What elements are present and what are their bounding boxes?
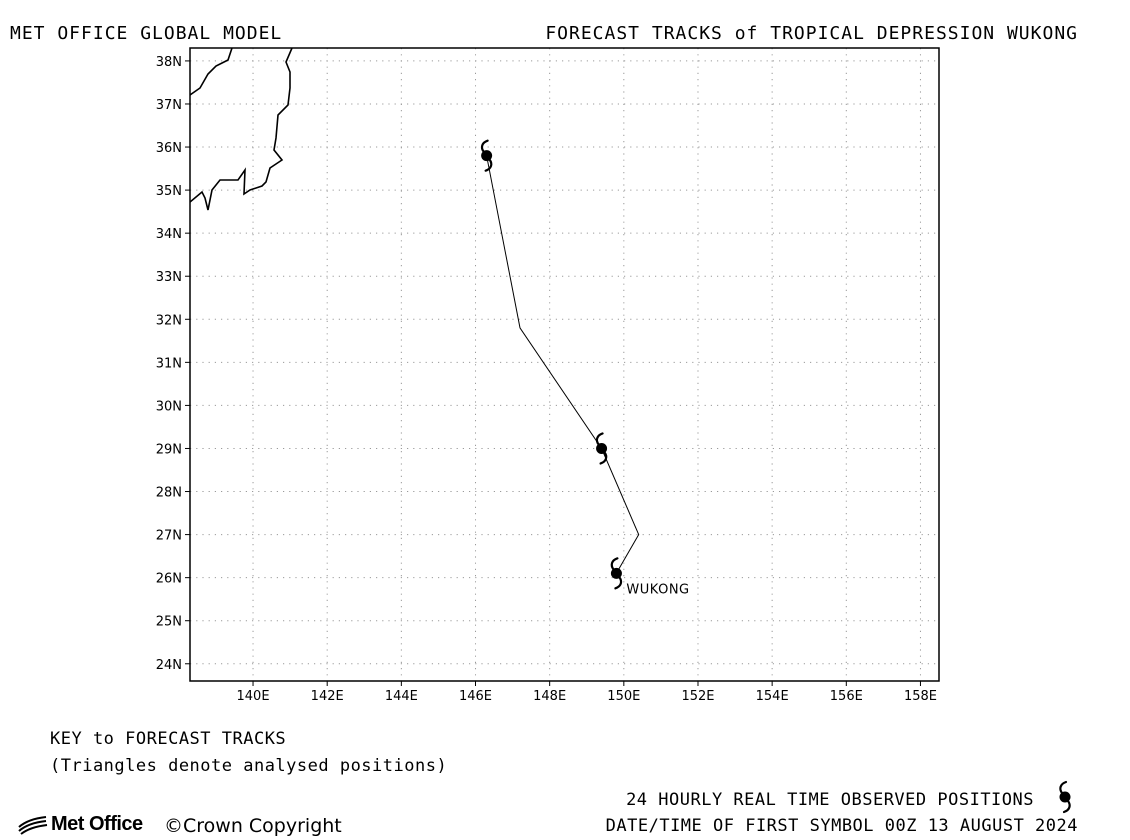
lat-tick-label: 37N xyxy=(156,98,182,113)
met-office-logo-text: Met Office xyxy=(51,813,143,835)
lon-tick-label: 158E xyxy=(904,689,937,700)
copyright-symbol: © xyxy=(164,815,183,837)
lon-tick-label: 142E xyxy=(311,689,344,700)
tropical-cyclone-icon xyxy=(480,139,493,172)
key-note: (Triangles denote analysed positions) xyxy=(50,756,448,776)
copyright: ©Crown Copyright xyxy=(164,815,342,837)
map-axes: 140E 142E 144E 146E 148E 150E 152E 154E 156E 158E… xyxy=(156,55,937,700)
lon-tick-label: 150E xyxy=(607,689,640,700)
lat-tick-label: 30N xyxy=(156,399,182,414)
forecast-track-line xyxy=(486,155,640,574)
lat-tick-label: 38N xyxy=(156,55,182,70)
lon-tick-label: 148E xyxy=(533,689,566,700)
lon-tick-label: 152E xyxy=(681,689,714,700)
lon-tick-label: 156E xyxy=(830,689,863,700)
japan-coastline-icon xyxy=(190,48,293,211)
first-symbol-datetime: DATE/TIME OF FIRST SYMBOL 00Z 13 AUGUST … xyxy=(605,816,1078,836)
lat-tick-label: 28N xyxy=(156,486,182,501)
copyright-text: Crown Copyright xyxy=(183,815,342,837)
header-right-title: FORECAST TRACKS of TROPICAL DEPRESSION W… xyxy=(545,23,1078,44)
tropical-cyclone-icon xyxy=(595,432,608,465)
lat-tick-label: 31N xyxy=(156,356,182,371)
lat-tick-label: 36N xyxy=(156,141,182,156)
met-office-swirl-icon xyxy=(18,815,48,835)
lat-tick-label: 34N xyxy=(156,227,182,242)
lat-tick-label: 32N xyxy=(156,313,182,328)
map-frame xyxy=(189,47,940,682)
lon-tick-label: 154E xyxy=(756,689,789,700)
lat-tick-label: 27N xyxy=(156,529,182,544)
lon-tick-label: 140E xyxy=(237,689,270,700)
key-title: KEY to FORECAST TRACKS xyxy=(50,729,287,749)
lat-tick-label: 29N xyxy=(156,442,182,457)
met-office-logo: Met Office xyxy=(18,813,143,836)
observed-positions-label: 24 HOURLY REAL TIME OBSERVED POSITIONS xyxy=(626,790,1034,810)
tropical-cyclone-icon xyxy=(1059,780,1071,814)
lat-tick-label: 25N xyxy=(156,615,182,630)
header-left-title: MET OFFICE GLOBAL MODEL xyxy=(10,23,283,44)
storm-name-label: WUKONG xyxy=(626,582,689,597)
lon-tick-label: 144E xyxy=(385,689,418,700)
storm-symbols xyxy=(480,139,623,590)
tropical-cyclone-icon xyxy=(610,557,623,590)
map-grid xyxy=(190,48,939,681)
forecast-track-map: 140E 142E 144E 146E 148E 150E 152E 154E 156E 158E… xyxy=(156,47,940,700)
storm-track xyxy=(486,155,640,574)
lon-tick-label: 146E xyxy=(459,689,492,700)
lat-tick-label: 35N xyxy=(156,184,182,199)
lat-tick-label: 33N xyxy=(156,270,182,285)
lat-tick-label: 24N xyxy=(156,658,182,673)
lat-tick-label: 26N xyxy=(156,572,182,587)
tropical-cyclone-icon xyxy=(1059,780,1071,814)
